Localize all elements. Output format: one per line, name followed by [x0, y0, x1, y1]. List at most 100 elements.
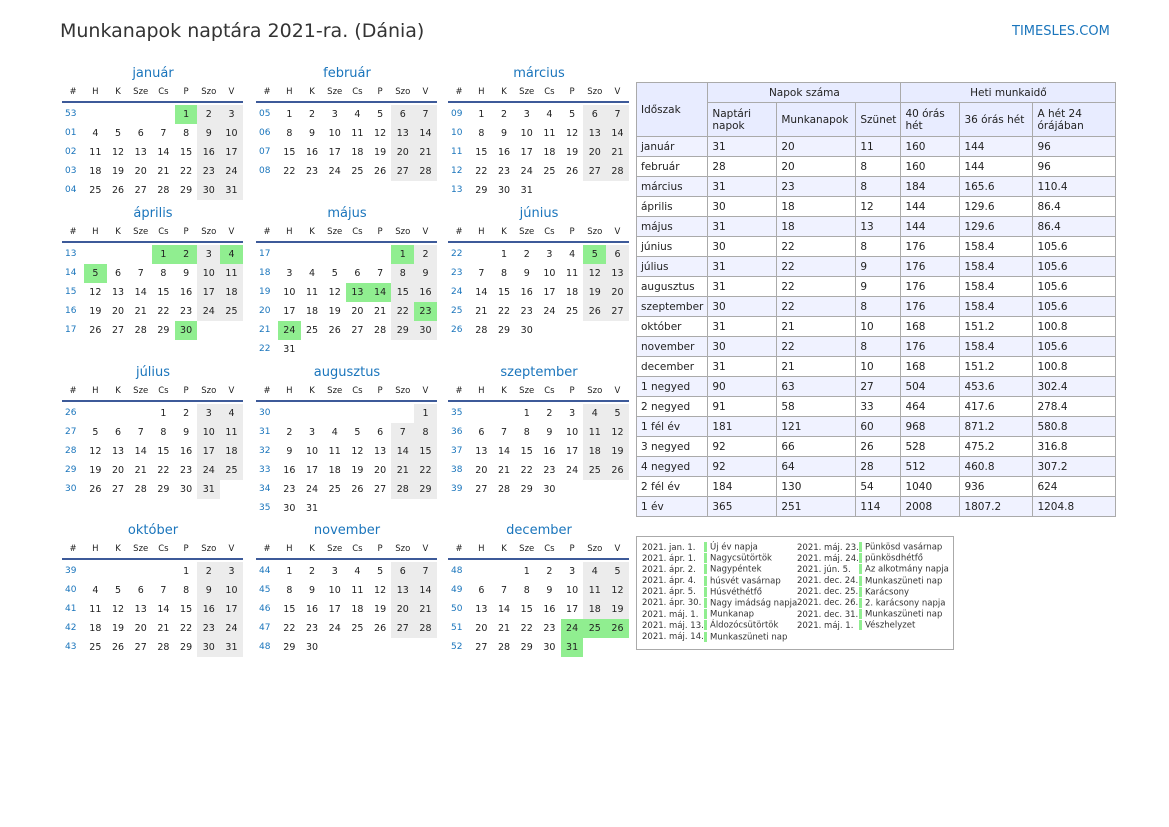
day-cell: 23 — [520, 306, 533, 317]
table-row: 2 negyed 91 58 33 464 417.6 278.4 — [635, 396, 1117, 417]
week-number: 49 — [451, 585, 463, 595]
holiday-item: 2021. jún. 5. Az alkotmány napja — [797, 564, 949, 575]
day-cell: 13 — [346, 283, 369, 302]
weekday-header: # — [256, 224, 278, 243]
day-cell: 13 — [606, 264, 629, 283]
day-cell: 8 — [183, 128, 190, 139]
day-cell: 20 — [475, 465, 488, 476]
weekday-header: Sze — [129, 383, 153, 402]
day-cell: 13 — [134, 147, 147, 158]
holiday-item: 2021. dec. 26. 2. karácsony napja — [797, 597, 949, 609]
weekday-header: # — [448, 224, 470, 243]
week-number: 25 — [451, 306, 463, 316]
weekday-header: Sze — [323, 224, 347, 243]
day-cell: 1 — [286, 566, 293, 577]
holiday-item: 2021. ápr. 30. Nagy imádság napja — [642, 597, 797, 609]
day-cell: 1 — [391, 245, 415, 264]
value-cell: 316.8 — [1032, 436, 1117, 457]
day-cell: 1 — [174, 105, 198, 124]
period-cell: 3 negyed — [635, 436, 709, 457]
day-cell: 18 — [220, 283, 243, 302]
week-number: 40 — [65, 585, 77, 595]
month-grid: # H K Sze Cs P Szo V 13 1 2 3 4 14 5 6 7 8 9 10 11 15 12 13 14 15… — [62, 224, 244, 340]
value-cell: 28 — [707, 156, 778, 177]
day-cell: 10 — [197, 423, 221, 442]
col-header-workdays: Munkanapok — [776, 102, 857, 137]
period-cell: 1 év — [635, 496, 709, 517]
period-cell: április — [635, 196, 709, 217]
day-cell: 12 — [566, 128, 579, 139]
day-cell: 9 — [286, 446, 293, 457]
holiday-marker — [859, 597, 862, 608]
day-cell: 13 — [111, 446, 125, 457]
day-cell: 29 — [391, 321, 415, 340]
day-cell: 28 — [414, 619, 437, 638]
value-cell: 63 — [776, 376, 857, 397]
value-cell: 27 — [855, 376, 902, 397]
day-cell: 27 — [475, 642, 488, 653]
day-cell: 1 — [478, 109, 485, 120]
week-number: 37 — [451, 446, 463, 456]
day-cell: 3 — [569, 408, 576, 419]
day-cell: 21 — [606, 143, 629, 162]
week-number: 42 — [65, 623, 77, 633]
day-cell: 9 — [523, 268, 530, 279]
day-cell: 11 — [351, 585, 364, 596]
weekday-header: Szo — [583, 84, 607, 103]
day-cell: 31 — [520, 185, 533, 196]
empty-cell — [561, 181, 584, 200]
day-cell: 24 — [520, 166, 533, 177]
day-cell: 4 — [569, 249, 576, 260]
value-cell: 8 — [855, 176, 902, 197]
day-cell: 4 — [331, 427, 338, 438]
month-name: május — [327, 206, 367, 221]
day-cell: 12 — [374, 585, 387, 596]
value-cell: 30 — [707, 196, 778, 217]
weekday-header: Cs — [346, 383, 369, 402]
holiday-marker — [704, 597, 707, 608]
day-cell: 20 — [374, 465, 387, 476]
day-cell: 21 — [374, 306, 387, 317]
day-cell: 30 — [197, 638, 221, 657]
week-number: 12 — [451, 166, 463, 176]
table-row: június 30 22 8 176 158.4 105.6 — [635, 236, 1117, 257]
weekday-header: Szo — [583, 383, 607, 402]
weekday-header: Sze — [129, 541, 153, 560]
empty-cell — [323, 499, 346, 518]
day-cell: 3 — [197, 404, 221, 423]
day-cell: 24 — [220, 162, 243, 181]
week-number: 50 — [451, 604, 463, 614]
day-cell: 8 — [523, 585, 530, 596]
holiday-date: 2021. ápr. 1. — [642, 553, 696, 564]
day-cell: 9 — [546, 585, 553, 596]
value-cell: 184 — [707, 476, 778, 497]
week-number: 51 — [451, 623, 463, 633]
day-cell: 1 — [152, 245, 175, 264]
day-cell: 25 — [566, 306, 579, 317]
value-cell: 92 — [707, 456, 778, 477]
period-cell: november — [635, 336, 709, 357]
empty-cell — [323, 638, 346, 657]
day-cell: 19 — [89, 306, 102, 317]
week-number: 22 — [259, 344, 271, 354]
day-cell: 5 — [569, 109, 576, 120]
holiday-item: 2021. ápr. 4. húsvét vasárnap — [642, 575, 797, 587]
week-number: 09 — [451, 109, 463, 119]
day-cell: 20 — [606, 283, 629, 302]
day-cell: 16 — [180, 446, 193, 457]
value-cell: 624 — [1032, 476, 1117, 497]
brand-link[interactable]: TIMESLES.COM — [1012, 24, 1110, 39]
value-cell: 91 — [707, 396, 778, 417]
weekday-header: K — [106, 541, 130, 560]
value-cell: 66 — [776, 436, 857, 457]
value-cell: 31 — [707, 356, 778, 377]
period-cell: szeptember — [635, 296, 709, 317]
period-cell: október — [635, 316, 709, 337]
empty-cell — [129, 562, 152, 581]
month-grid: # H K Sze Cs P Szo V 48 1 2 3 4 5 49 6 7 8 9 10 11 12 50 13 14 15… — [448, 541, 630, 657]
day-cell: 13 — [583, 124, 607, 143]
weekday-header: H — [470, 541, 493, 560]
day-cell: 27 — [111, 325, 125, 336]
day-cell: 17 — [566, 446, 579, 457]
value-cell: 18 — [776, 196, 857, 217]
